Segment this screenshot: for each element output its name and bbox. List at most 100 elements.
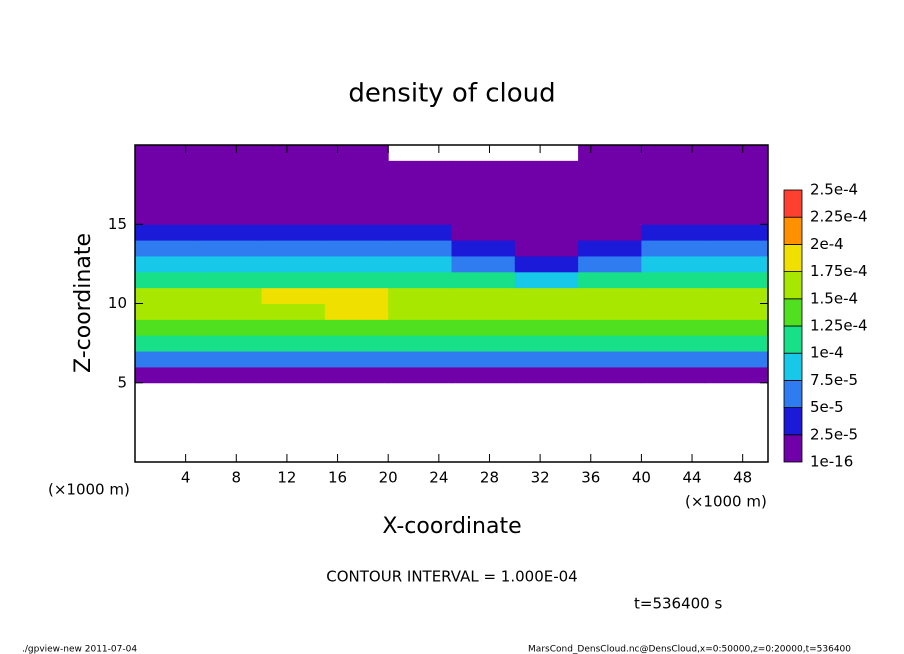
x-tick-label: 20 [379, 469, 398, 487]
x-tick-label: 12 [277, 469, 296, 487]
heat-cell [578, 224, 642, 241]
heat-cell [451, 208, 516, 225]
colorbar-label: 1.75e-4 [810, 262, 868, 280]
heat-cell [578, 319, 642, 336]
heat-cell [704, 271, 769, 289]
heat-cell [514, 319, 579, 336]
heat-cell [641, 208, 706, 225]
heat-cell [578, 208, 642, 225]
heat-cell [641, 366, 706, 384]
heat-cell [198, 303, 263, 320]
colorbar-box [783, 325, 803, 354]
x-tick-label: 32 [531, 469, 550, 487]
heat-cell [388, 335, 452, 352]
heat-cell [514, 366, 579, 384]
heat-cell [451, 176, 516, 194]
colorbar-box [783, 243, 803, 272]
heat-cell [704, 319, 769, 336]
heat-cell [578, 176, 642, 194]
heat-cell [388, 366, 452, 384]
heat-cell [261, 145, 326, 162]
heat-cell [135, 351, 199, 368]
heat-cell [324, 145, 389, 162]
heat-cell [261, 303, 326, 320]
colorbar-box [783, 216, 803, 245]
heat-cell [388, 303, 452, 320]
heat-cell [388, 192, 452, 209]
heat-cell [704, 240, 769, 257]
heat-cell [324, 287, 389, 304]
heat-cell [641, 287, 706, 304]
heat-cell [451, 335, 516, 352]
heat-cell [324, 192, 389, 209]
heat-cell [641, 335, 706, 352]
heat-cell [388, 176, 452, 194]
heat-cell [198, 160, 263, 178]
heat-cell [641, 176, 706, 194]
heat-cell [704, 224, 769, 241]
y-axis-label: Z-coordinate [71, 233, 96, 373]
heat-cell [641, 271, 706, 289]
x-tick-label: 28 [480, 469, 499, 487]
colorbar-box [783, 434, 803, 463]
heat-cell [324, 335, 389, 352]
heat-cell [135, 145, 199, 162]
time-note: t=536400 s [634, 595, 722, 613]
colorbar-label: 2.5e-4 [810, 181, 858, 199]
heat-cell [578, 303, 642, 320]
heat-cell [451, 160, 516, 178]
heat-cell [324, 366, 389, 384]
y-tick-label: 10 [108, 294, 127, 312]
heat-cell [704, 145, 769, 162]
heat-cell [451, 192, 516, 209]
heat-cell [261, 160, 326, 178]
heat-cell [514, 255, 579, 273]
x-unit: (×1000 m) [685, 493, 767, 511]
heat-cell [324, 255, 389, 273]
heat-cell [704, 366, 769, 384]
heat-cell [198, 271, 263, 289]
heat-cell [641, 224, 706, 241]
heat-cell [198, 145, 263, 162]
heat-cell [451, 255, 516, 273]
heat-cell [198, 287, 263, 304]
x-tick-label: 48 [733, 469, 752, 487]
heat-cell [704, 303, 769, 320]
heat-cell [641, 240, 706, 257]
heat-cell [324, 160, 389, 178]
colorbar-box [783, 271, 803, 300]
heat-cell [261, 319, 326, 336]
heat-cell [641, 160, 706, 178]
heat-cell [704, 335, 769, 352]
x-tick-label: 8 [232, 469, 242, 487]
heat-cell [388, 271, 452, 289]
heat-cell [388, 287, 452, 304]
heat-cell [514, 208, 579, 225]
heat-cell [578, 255, 642, 273]
heat-cell [641, 255, 706, 273]
heat-cell [704, 208, 769, 225]
heat-cell [578, 192, 642, 209]
heat-cell [135, 208, 199, 225]
colorbar-box [783, 298, 803, 327]
heat-cell [514, 224, 579, 241]
contour-note: CONTOUR INTERVAL = 1.000E-04 [326, 568, 577, 586]
heat-cell [578, 240, 642, 257]
heat-cell [578, 145, 642, 162]
x-tick-label: 4 [181, 469, 191, 487]
colorbar-label: 1e-4 [810, 344, 844, 362]
heat-cell [135, 287, 199, 304]
heat-cell [261, 255, 326, 273]
heat-cell [451, 271, 516, 289]
heat-cell [514, 335, 579, 352]
heat-cell [261, 208, 326, 225]
colorbar-label: 1e-16 [810, 453, 853, 471]
heat-cell [324, 176, 389, 194]
heat-cell [641, 303, 706, 320]
heat-cell [135, 240, 199, 257]
heat-cell [514, 160, 579, 178]
heat-cell [578, 271, 642, 289]
heat-cell [261, 287, 326, 304]
heat-cell [388, 351, 452, 368]
colorbar-label: 5e-5 [810, 398, 844, 416]
